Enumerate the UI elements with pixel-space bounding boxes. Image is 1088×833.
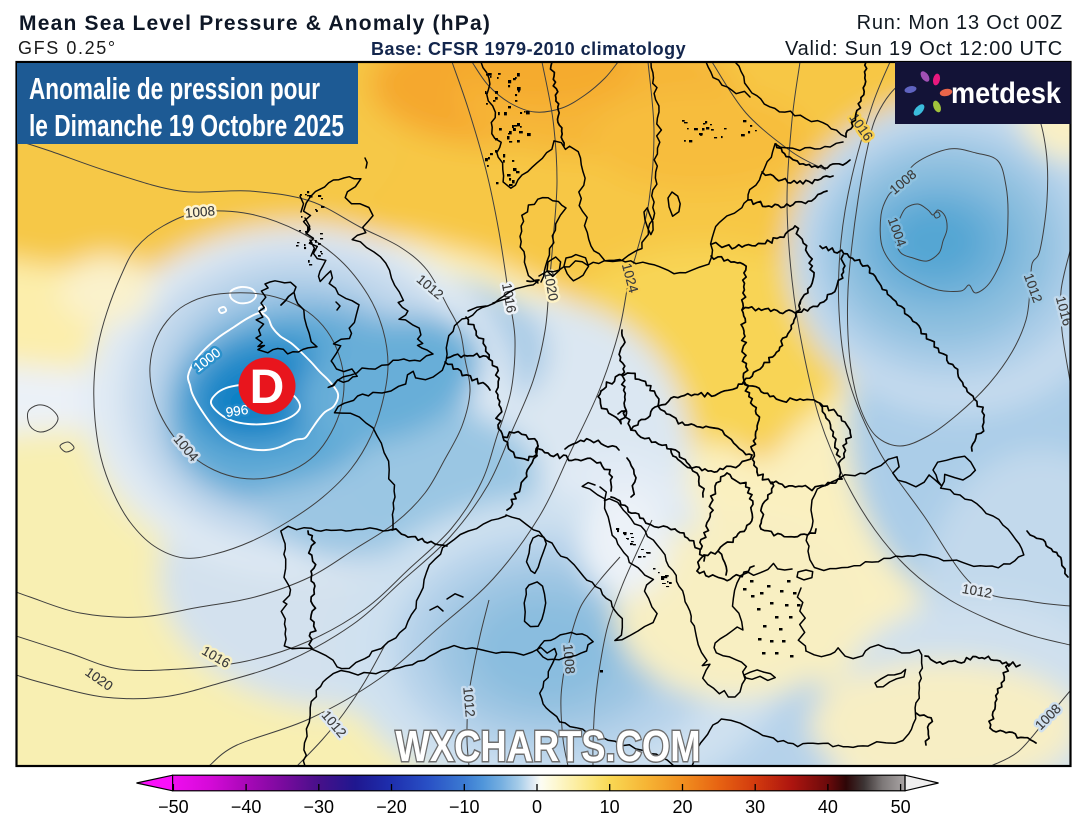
svg-text:1012: 1012 (961, 581, 993, 601)
svg-text:−20: −20 (376, 797, 407, 817)
svg-text:20: 20 (672, 797, 692, 817)
svg-text:−30: −30 (304, 797, 335, 817)
svg-text:1012: 1012 (460, 686, 478, 717)
svg-text:10: 10 (600, 797, 620, 817)
svg-text:le Dimanche 19 Octobre 2025: le Dimanche 19 Octobre 2025 (29, 108, 344, 143)
svg-text:−10: −10 (449, 797, 480, 817)
svg-text:996: 996 (225, 402, 249, 420)
svg-text:1008: 1008 (560, 643, 578, 674)
svg-text:996: 996 (225, 402, 249, 420)
svg-text:0: 0 (532, 797, 542, 817)
svg-text:1008: 1008 (184, 203, 215, 221)
svg-text:1008: 1008 (560, 643, 578, 674)
svg-text:50: 50 (891, 797, 911, 817)
svg-text:40: 40 (818, 797, 838, 817)
svg-text:30: 30 (745, 797, 765, 817)
svg-text:WXCHARTS.COM: WXCHARTS.COM (396, 722, 701, 771)
svg-text:Anomalie de pression pour: Anomalie de pression pour (29, 71, 320, 106)
svg-text:−50: −50 (158, 797, 189, 817)
svg-text:D: D (250, 361, 285, 414)
svg-text:1008: 1008 (184, 203, 215, 221)
svg-text:1012: 1012 (460, 686, 478, 717)
svg-text:1020: 1020 (541, 270, 561, 302)
svg-text:−40: −40 (231, 797, 262, 817)
svg-text:metdesk: metdesk (951, 77, 1061, 110)
